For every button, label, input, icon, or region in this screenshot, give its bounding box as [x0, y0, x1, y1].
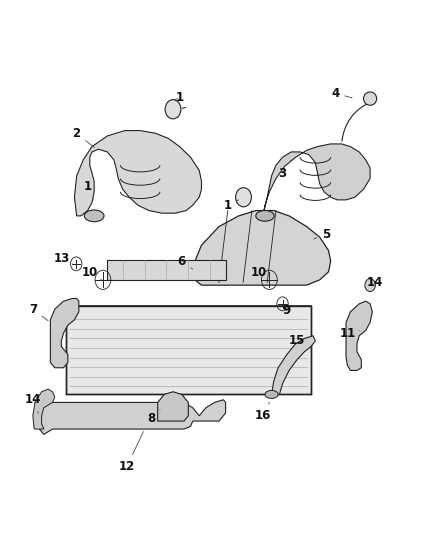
- Text: 13: 13: [53, 252, 72, 265]
- Ellipse shape: [256, 211, 274, 221]
- Circle shape: [236, 188, 251, 207]
- FancyArrowPatch shape: [342, 102, 370, 141]
- Text: 8: 8: [147, 410, 160, 425]
- Ellipse shape: [364, 92, 377, 106]
- FancyBboxPatch shape: [107, 260, 226, 280]
- PathPatch shape: [158, 392, 188, 421]
- Circle shape: [165, 100, 181, 119]
- Text: 12: 12: [119, 432, 143, 473]
- PathPatch shape: [263, 144, 370, 216]
- Text: 14: 14: [25, 393, 41, 413]
- Text: 15: 15: [289, 334, 305, 346]
- Text: 2: 2: [73, 127, 94, 148]
- Text: 9: 9: [283, 304, 291, 317]
- PathPatch shape: [39, 400, 226, 434]
- Text: 1: 1: [175, 91, 184, 103]
- FancyBboxPatch shape: [66, 306, 311, 394]
- Text: 16: 16: [254, 402, 271, 422]
- Circle shape: [365, 279, 375, 292]
- Text: 1: 1: [84, 180, 93, 200]
- PathPatch shape: [272, 336, 315, 394]
- PathPatch shape: [33, 389, 55, 429]
- PathPatch shape: [346, 301, 372, 370]
- Text: 4: 4: [331, 87, 352, 100]
- Ellipse shape: [84, 210, 104, 222]
- Text: 5: 5: [314, 228, 330, 241]
- Ellipse shape: [265, 390, 278, 399]
- PathPatch shape: [50, 298, 79, 368]
- Text: 11: 11: [340, 327, 359, 340]
- Text: 7: 7: [29, 303, 48, 321]
- Text: 3: 3: [279, 160, 291, 180]
- Text: 10: 10: [250, 266, 269, 280]
- PathPatch shape: [74, 131, 201, 216]
- PathPatch shape: [193, 211, 331, 285]
- Text: 1: 1: [224, 199, 239, 212]
- Text: 14: 14: [366, 276, 383, 289]
- Text: 6: 6: [178, 255, 193, 269]
- Text: 10: 10: [81, 266, 102, 280]
